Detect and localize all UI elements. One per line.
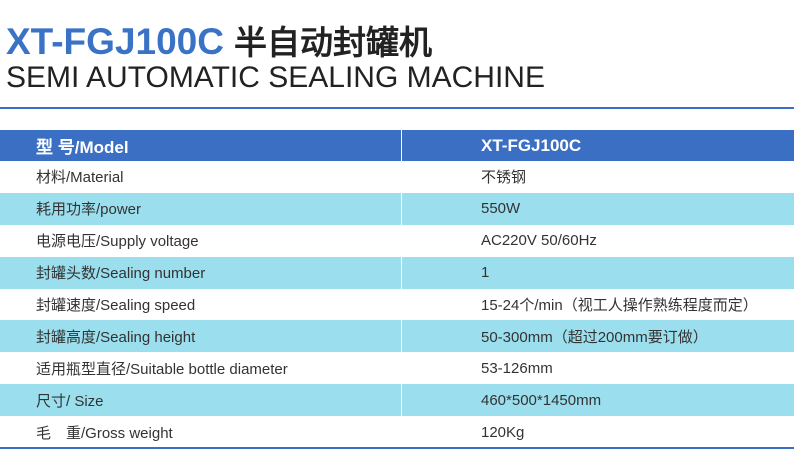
chinese-title: 半自动封罐机: [233, 24, 432, 61]
table-row: 封罐速度/Sealing speed 15-24个/min（视工人操作熟练程度而定…: [0, 288, 794, 321]
row-value: 460*500*1450mm: [481, 391, 602, 409]
table-row: 封罐高度/Sealing height 50-300mm（超过200mm要订做）: [0, 320, 794, 353]
row-label: 封罐速度/Sealing speed: [0, 288, 402, 321]
spec-table: 型 号/Model XT-FGJ100C 材料/Material 不锈钢 耗用功率…: [0, 130, 794, 449]
row-value: 15-24个/min（视工人操作熟练程度而定）: [481, 297, 758, 314]
table-bottom-border: [0, 447, 794, 449]
table-row: 材料/Material 不锈钢: [0, 161, 794, 193]
row-label: 耗用功率/power: [0, 192, 402, 225]
table-header: 型 号/Model XT-FGJ100C: [0, 130, 794, 161]
row-label: 封罐头数/Sealing number: [0, 256, 402, 289]
row-label: 材料/Material: [0, 161, 402, 193]
row-label: 封罐高度/Sealing height: [0, 320, 402, 353]
title-divider: [0, 107, 794, 109]
row-value: 1: [481, 264, 490, 282]
table-row: 适用瓶型直径/Suitable bottle diameter 53-126mm: [0, 352, 794, 385]
row-label: 电源电压/Supply voltage: [0, 224, 402, 257]
model-title: XT-FGJ100C: [6, 21, 224, 62]
header-value: XT-FGJ100C: [481, 135, 582, 155]
row-label: 毛 重/Gross weight: [0, 416, 402, 449]
english-title: SEMI AUTOMATIC SEALING MACHINE: [6, 61, 545, 94]
table-row: 毛 重/Gross weight 120Kg: [0, 416, 794, 449]
row-value: 120Kg: [481, 423, 525, 441]
header-label: 型 号/Model: [0, 130, 402, 161]
row-label: 适用瓶型直径/Suitable bottle diameter: [0, 352, 402, 385]
row-value: 53-126mm: [481, 359, 553, 377]
row-value: AC220V 50/60Hz: [481, 232, 597, 250]
table-row: 电源电压/Supply voltage AC220V 50/60Hz: [0, 224, 794, 257]
row-label: 尺寸/ Size: [0, 384, 402, 417]
page-title: XT-FGJ100C 半自动封罐机: [6, 20, 432, 65]
table-row: 耗用功率/power 550W: [0, 192, 794, 225]
row-value: 不锈钢: [481, 169, 527, 187]
table-row: 封罐头数/Sealing number 1: [0, 256, 794, 289]
row-value: 50-300mm（超过200mm要订做）: [481, 328, 708, 346]
table-row: 尺寸/ Size 460*500*1450mm: [0, 384, 794, 417]
row-value: 550W: [481, 200, 521, 218]
